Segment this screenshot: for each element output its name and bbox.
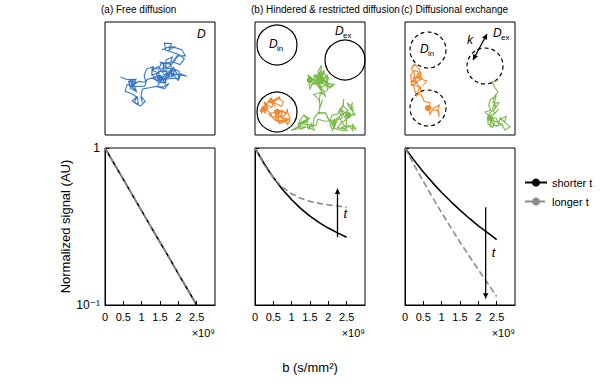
svg-text:ex: ex: [343, 31, 351, 40]
svg-text:1.5: 1.5: [452, 311, 467, 323]
svg-text:1: 1: [439, 311, 445, 323]
svg-text:D: D: [493, 26, 502, 40]
svg-text:2.5: 2.5: [489, 311, 504, 323]
svg-text:(b) Hindered & restricted diff: (b) Hindered & restricted diffusion: [251, 4, 400, 15]
svg-text:in: in: [428, 49, 434, 58]
svg-text:1.5: 1.5: [152, 311, 167, 323]
svg-text:D: D: [269, 37, 278, 51]
svg-text:D: D: [197, 27, 206, 41]
svg-text:b (s/mm²): b (s/mm²): [282, 360, 338, 375]
svg-text:2.5: 2.5: [189, 311, 204, 323]
svg-text:1: 1: [93, 141, 100, 155]
svg-text:10⁻¹: 10⁻¹: [76, 298, 100, 312]
svg-text:×10⁹: ×10⁹: [342, 327, 365, 339]
svg-text:0.5: 0.5: [416, 311, 431, 323]
svg-text:0.5: 0.5: [266, 311, 281, 323]
svg-text:t: t: [344, 206, 349, 221]
svg-text:2.5: 2.5: [339, 311, 354, 323]
svg-text:0: 0: [102, 311, 108, 323]
svg-text:0: 0: [402, 311, 408, 323]
svg-text:Normalized signal (AU): Normalized signal (AU): [58, 160, 73, 294]
svg-text:ex: ex: [501, 33, 509, 42]
svg-text:D: D: [420, 42, 429, 56]
svg-text:longer t: longer t: [552, 196, 589, 208]
svg-text:2: 2: [475, 311, 481, 323]
svg-text:1: 1: [139, 311, 145, 323]
svg-text:(c) Diffusional exchange: (c) Diffusional exchange: [401, 4, 509, 15]
svg-text:shorter t: shorter t: [552, 177, 592, 189]
svg-text:1.5: 1.5: [302, 311, 317, 323]
svg-text:×10⁹: ×10⁹: [492, 327, 515, 339]
svg-text:×10⁹: ×10⁹: [192, 327, 215, 339]
svg-text:(a) Free diffusion: (a) Free diffusion: [101, 4, 176, 15]
svg-text:2: 2: [175, 311, 181, 323]
svg-text:1: 1: [289, 311, 295, 323]
svg-text:2: 2: [325, 311, 331, 323]
svg-text:0: 0: [252, 311, 258, 323]
svg-text:0.5: 0.5: [116, 311, 131, 323]
svg-text:D: D: [335, 24, 344, 38]
svg-text:k: k: [467, 33, 474, 47]
svg-text:in: in: [277, 44, 283, 53]
svg-text:t: t: [492, 245, 497, 260]
